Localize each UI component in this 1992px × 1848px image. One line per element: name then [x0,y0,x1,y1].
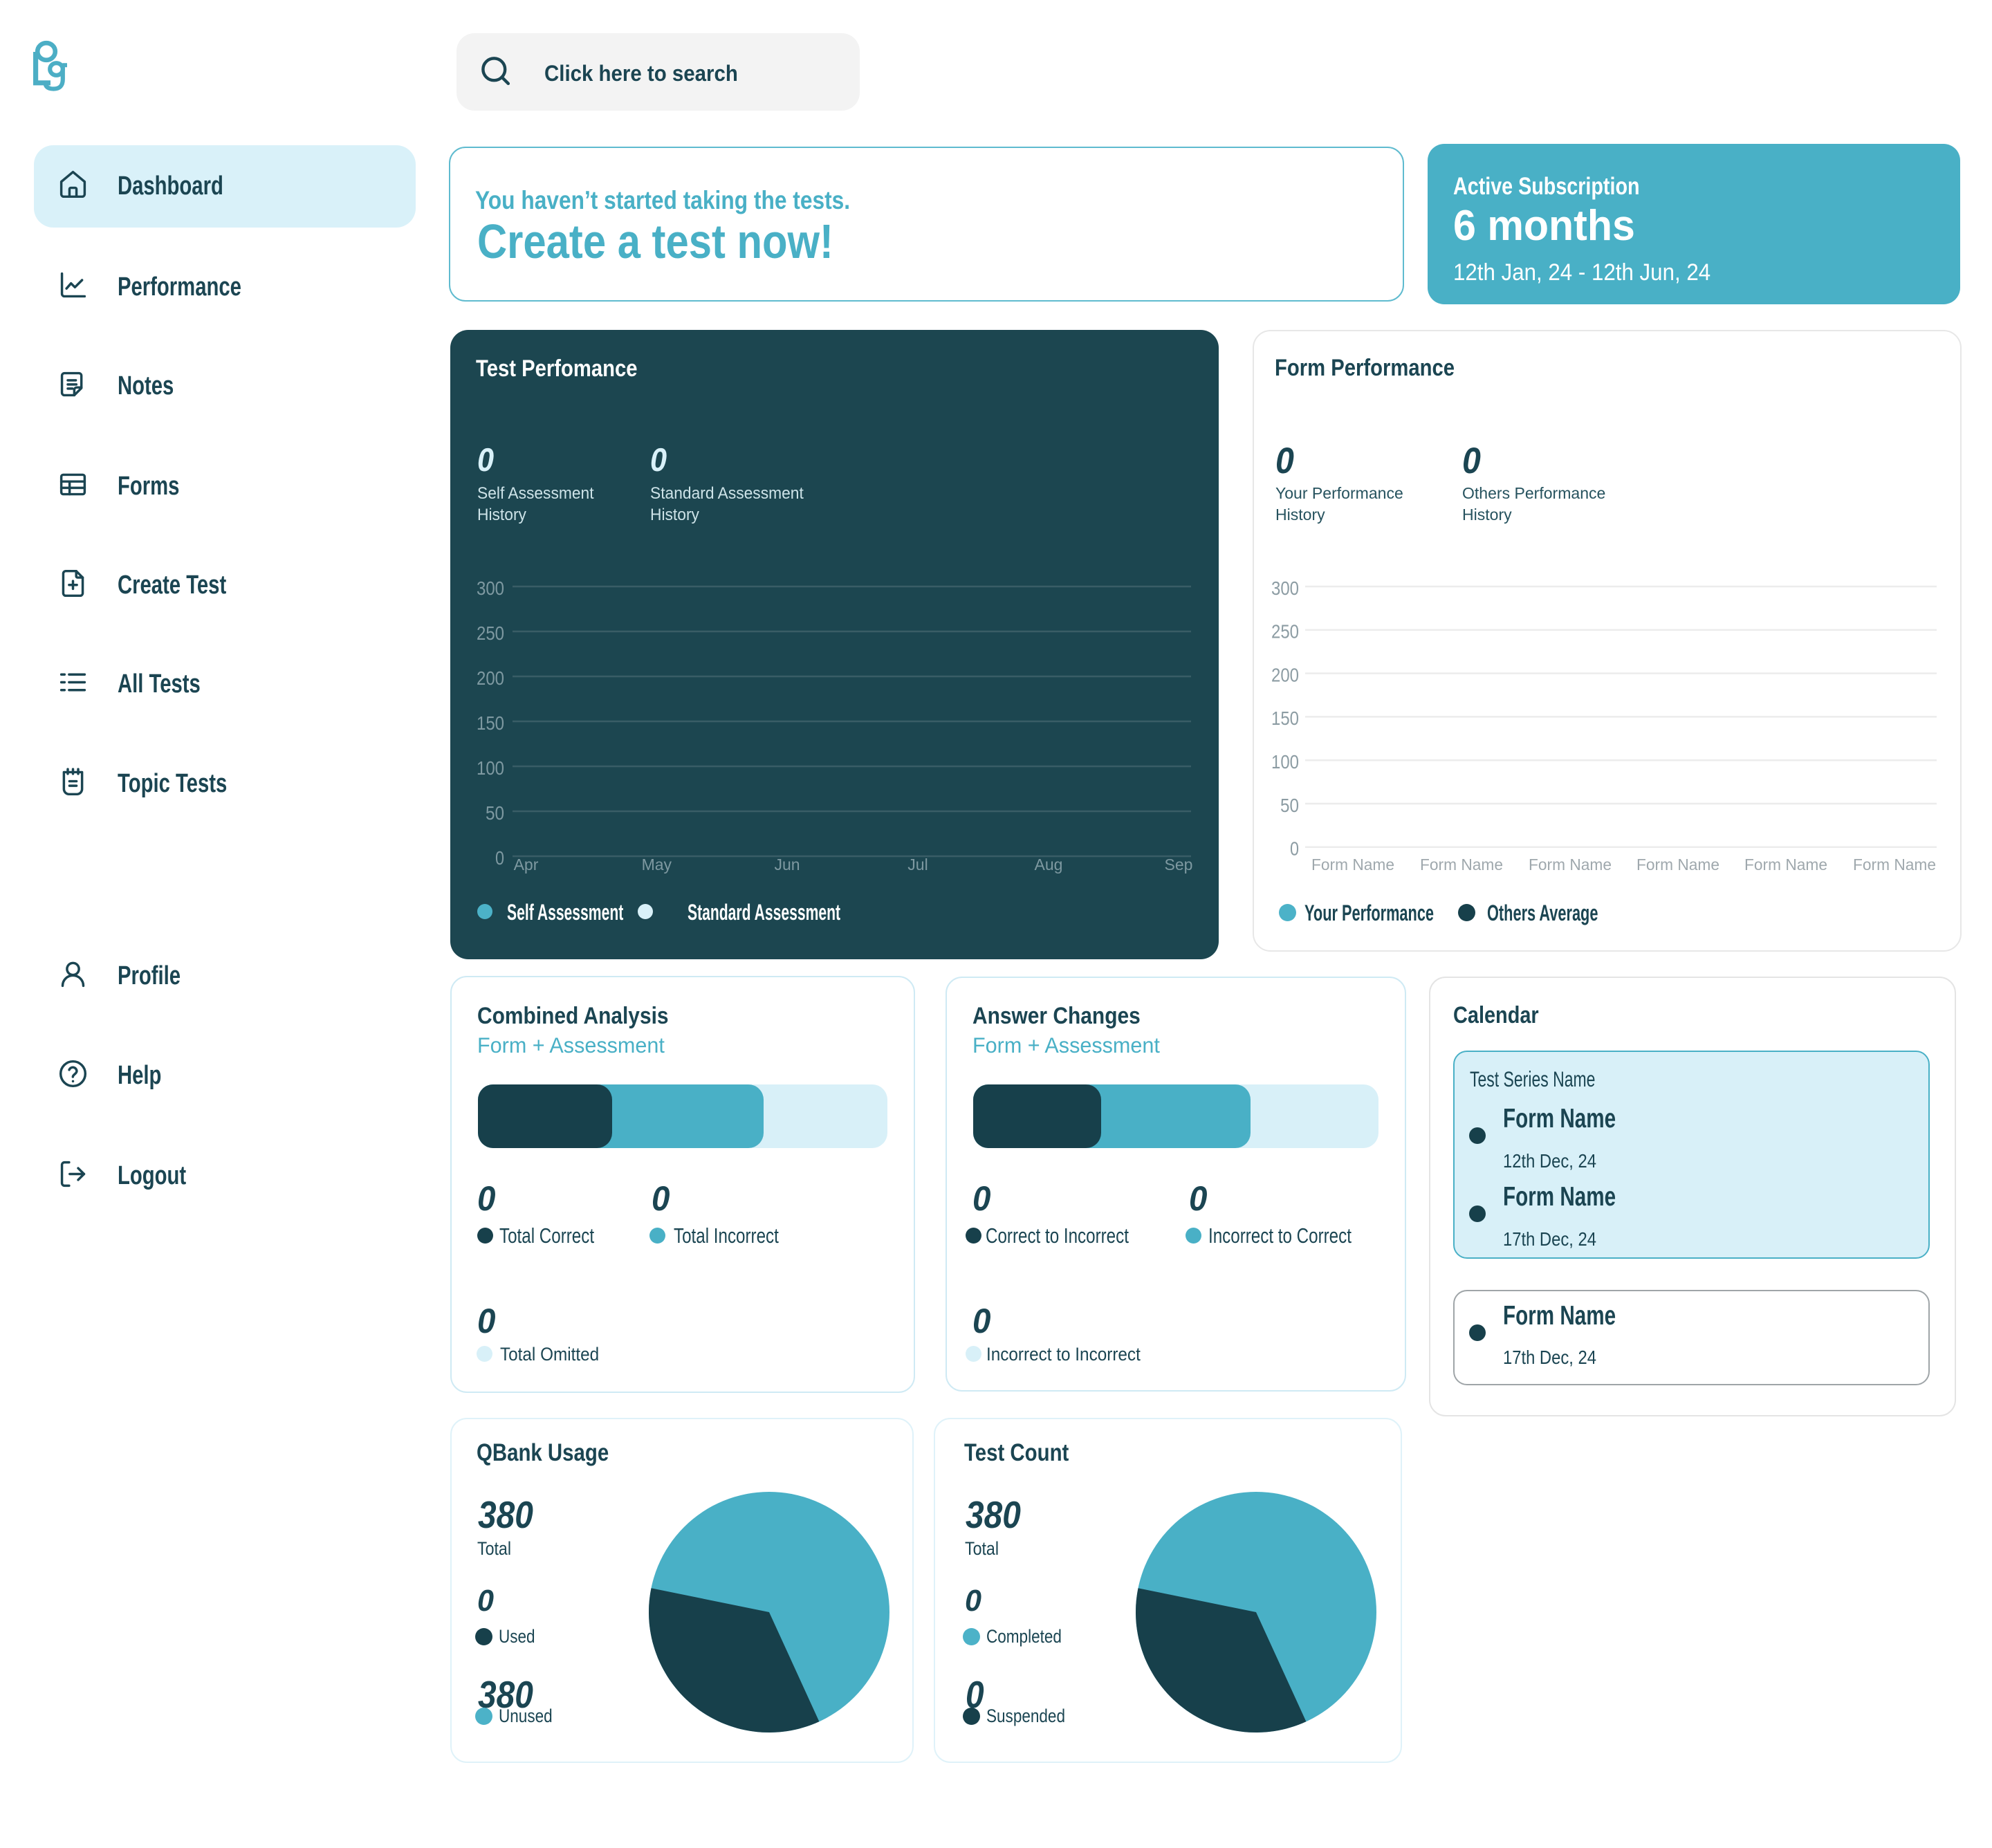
svg-text:150: 150 [477,712,504,734]
svg-text:Form Name: Form Name [1420,856,1503,874]
svg-text:300: 300 [1271,578,1299,599]
svg-text:50: 50 [1280,795,1299,816]
svg-text:150: 150 [1271,708,1299,729]
svg-text:Sep: Sep [1165,856,1193,874]
svg-text:Form Name: Form Name [1529,856,1612,874]
svg-text:200: 200 [477,667,504,689]
svg-text:Form Name: Form Name [1636,856,1719,874]
svg-text:Form Name: Form Name [1744,856,1827,874]
svg-text:200: 200 [1271,664,1299,685]
svg-text:Jun: Jun [774,856,800,874]
svg-text:100: 100 [1271,751,1299,773]
svg-text:Aug: Aug [1035,856,1063,874]
svg-text:0: 0 [1290,838,1299,860]
svg-text:0: 0 [495,847,504,869]
svg-text:Apr: Apr [514,856,539,874]
svg-text:50: 50 [486,802,504,824]
svg-text:Form Name: Form Name [1311,856,1394,874]
svg-text:May: May [642,856,672,874]
svg-text:100: 100 [477,757,504,779]
svg-text:250: 250 [477,622,504,644]
svg-text:Form Name: Form Name [1853,856,1936,874]
svg-text:300: 300 [477,578,504,599]
svg-text:Jul: Jul [907,856,928,874]
svg-text:250: 250 [1271,621,1299,643]
